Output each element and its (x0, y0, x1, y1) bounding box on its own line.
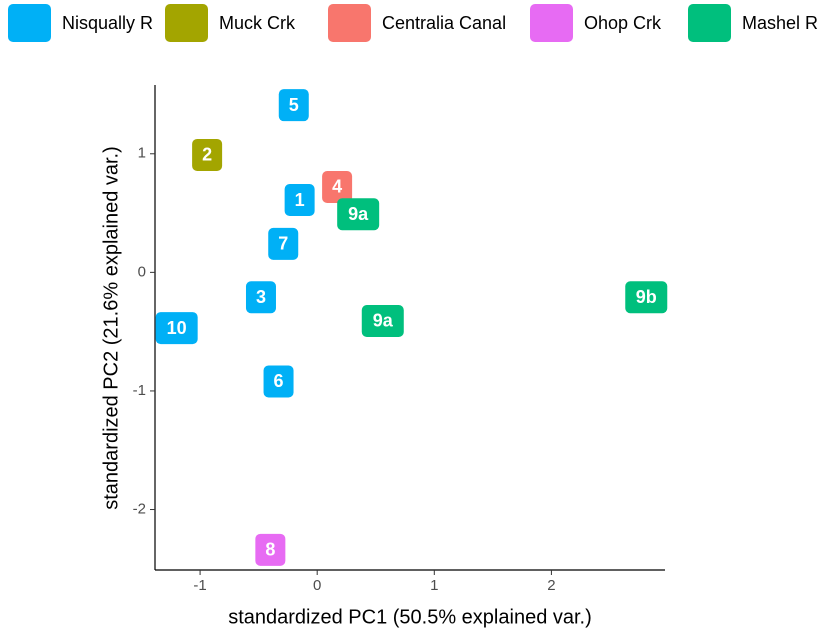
y-axis-title: standardized PC2 (21.6% explained var.) (100, 146, 122, 510)
x-tick-label: 2 (547, 577, 555, 594)
point-label: 8 (265, 540, 275, 560)
point-label-box (155, 312, 198, 345)
point-label-box (255, 533, 286, 566)
legend-swatch (530, 4, 573, 42)
point-label: 9a (373, 311, 394, 331)
y-tick-label: 1 (138, 145, 146, 162)
legend-label: Nisqually R (62, 13, 153, 33)
point-label: 7 (278, 234, 288, 254)
point-label: 3 (256, 287, 266, 307)
point-label: 10 (167, 318, 187, 338)
x-tick-label: -1 (193, 577, 206, 594)
point-label: 5 (289, 95, 299, 115)
point-label-box (625, 281, 668, 314)
point-label-box (268, 227, 299, 260)
point-label: 2 (202, 145, 212, 165)
x-axis-title: standardized PC1 (50.5% explained var.) (228, 606, 592, 628)
y-tick-label: -2 (133, 500, 146, 517)
point-label-box (284, 184, 315, 217)
legend-swatch (165, 4, 208, 42)
legend-label: Centralia Canal (382, 13, 506, 33)
point-label-box (337, 198, 380, 231)
legend-label: Mashel R (742, 13, 818, 33)
point-label: 9a (348, 204, 369, 224)
point-label-box (278, 89, 309, 122)
legend-swatch (8, 4, 51, 42)
point-label-box (192, 138, 223, 171)
point-label: 4 (332, 177, 342, 197)
legend-label: Ohop Crk (584, 13, 662, 33)
point-label: 9b (636, 287, 657, 307)
y-tick-label: 0 (138, 263, 146, 280)
point-label-box (322, 170, 353, 203)
point-label-box (263, 365, 294, 398)
point-label-box (361, 304, 404, 337)
legend-swatch (328, 4, 371, 42)
legend-label: Muck Crk (219, 13, 296, 33)
point-label-box (245, 281, 276, 314)
x-tick-label: 1 (430, 577, 438, 594)
x-tick-label: 0 (313, 577, 321, 594)
legend-swatch (688, 4, 731, 42)
point-label: 1 (295, 190, 305, 210)
y-tick-label: -1 (133, 382, 146, 399)
point-label: 6 (274, 371, 284, 391)
